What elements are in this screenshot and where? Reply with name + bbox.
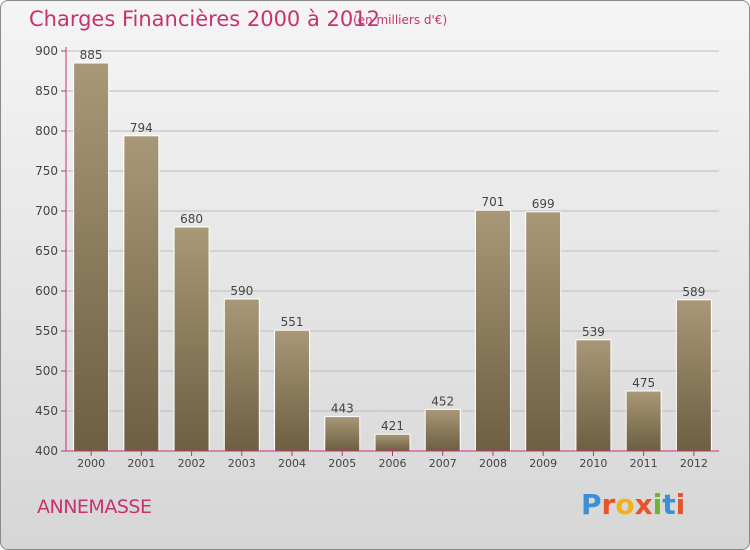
- bar: [173, 226, 210, 452]
- proxiti-logo[interactable]: Proxiti: [581, 488, 685, 521]
- y-tick-label: 500: [35, 364, 58, 378]
- x-tick-label: 2004: [278, 457, 306, 470]
- x-tick-label: 2008: [479, 457, 507, 470]
- data-label: 421: [381, 419, 404, 433]
- y-tick-label: 700: [35, 204, 58, 218]
- town-name: ANNEMASSE: [37, 496, 152, 518]
- y-tick-label: 400: [35, 444, 58, 458]
- data-label: 590: [230, 284, 253, 298]
- logo-letter: P: [581, 488, 602, 521]
- data-label: 551: [281, 315, 304, 329]
- bar: [123, 135, 160, 452]
- bar: [575, 339, 612, 452]
- y-tick-label: 600: [35, 284, 58, 298]
- bar: [324, 416, 361, 452]
- grid-lines: [66, 50, 719, 452]
- logo-letter: r: [601, 488, 616, 521]
- chart-subtitle: (en milliers d'€): [353, 13, 448, 27]
- x-tick-label: 2002: [178, 457, 206, 470]
- x-tick-label: 2006: [379, 457, 407, 470]
- data-label: 680: [180, 212, 203, 226]
- data-label: 475: [632, 376, 655, 390]
- bar: [73, 62, 110, 452]
- data-label: 589: [682, 285, 705, 299]
- bar: [675, 299, 712, 452]
- logo-letter: x: [634, 488, 653, 521]
- x-tick-label: 2009: [529, 457, 557, 470]
- x-axis-ticks: 2000 2001 2002 2003 2004 2005 2006 2007 2008 2009…: [77, 451, 708, 470]
- bar: [525, 211, 562, 452]
- x-tick-label: 2003: [228, 457, 256, 470]
- x-tick-label: 2000: [77, 457, 105, 470]
- y-tick-label: 650: [35, 244, 58, 258]
- bar: [474, 209, 511, 452]
- x-tick-label: 2007: [429, 457, 457, 470]
- logo-letter: o: [615, 488, 635, 521]
- data-label: 794: [130, 121, 153, 135]
- x-tick-label: 2001: [127, 457, 155, 470]
- bars: [73, 62, 712, 452]
- y-tick-label: 450: [35, 404, 58, 418]
- y-tick-label: 750: [35, 164, 58, 178]
- data-label: 885: [80, 48, 103, 62]
- y-axis-ticks: 400 450 500 550 600 650 700 750 800 850 900: [35, 44, 66, 458]
- y-tick-label: 800: [35, 124, 58, 138]
- data-label: 443: [331, 402, 354, 416]
- data-label: 701: [482, 195, 505, 209]
- chart-title: Charges Financières 2000 à 2012: [29, 7, 380, 31]
- x-tick-label: 2005: [328, 457, 356, 470]
- bar: [274, 329, 311, 452]
- data-label: 452: [431, 394, 454, 408]
- bar: [424, 408, 461, 452]
- bar: [625, 390, 662, 452]
- data-label: 699: [532, 197, 555, 211]
- y-tick-label: 900: [35, 44, 58, 58]
- y-tick-label: 850: [35, 84, 58, 98]
- x-tick-label: 2011: [630, 457, 658, 470]
- y-tick-label: 550: [35, 324, 58, 338]
- logo-letter: t: [662, 488, 676, 521]
- bar: [374, 433, 411, 452]
- x-tick-label: 2010: [579, 457, 607, 470]
- logo-letter: i: [652, 488, 663, 521]
- data-label: 539: [582, 325, 605, 339]
- bar: [223, 298, 260, 452]
- logo-letter: i: [675, 488, 686, 521]
- data-labels: 885 794 680 590 551 443 421 452 701 699 539 475 589: [80, 48, 706, 433]
- x-tick-label: 2012: [680, 457, 708, 470]
